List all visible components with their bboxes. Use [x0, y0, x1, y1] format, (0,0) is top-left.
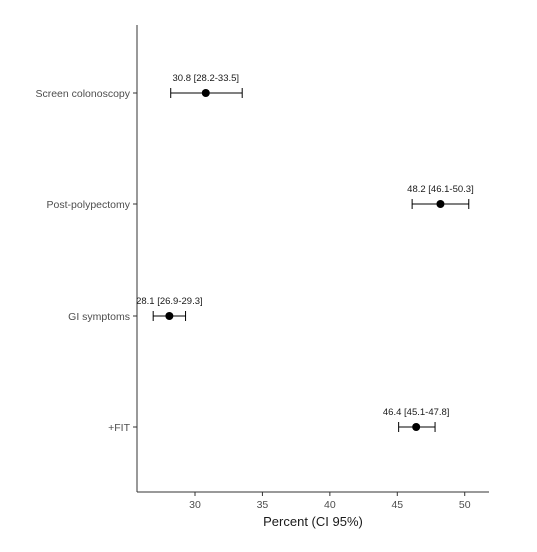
- point-estimate: [412, 423, 421, 431]
- x-tick-label: 50: [459, 499, 471, 511]
- x-tick-label: 35: [257, 499, 269, 511]
- data-label: 30.8 [28.2-33.5]: [173, 73, 240, 84]
- category-labels: Screen colonoscopy Post-polypectomy GI sym…: [35, 88, 137, 434]
- category-label: Screen colonoscopy: [35, 88, 130, 100]
- data-label: 48.2 [46.1-50.3]: [407, 184, 474, 195]
- data-label: 46.4 [45.1-47.8]: [383, 407, 450, 418]
- axes: [136, 25, 489, 493]
- category-label: GI symptoms: [68, 311, 130, 323]
- x-tick-label: 45: [391, 499, 403, 511]
- point-estimate: [201, 89, 210, 97]
- x-ticks: 30 35 40 45 50: [189, 492, 471, 511]
- category-label: Post-polypectomy: [47, 199, 131, 211]
- x-axis-title: Percent (CI 95%): [263, 514, 363, 529]
- x-tick-label: 30: [189, 499, 201, 511]
- x-tick-label: 40: [324, 499, 336, 511]
- point-estimate: [436, 200, 445, 208]
- data-label: 28.1 [26.9-29.3]: [136, 296, 203, 307]
- category-label: +FIT: [108, 422, 130, 434]
- data-marks: 30.8 [28.2-33.5] 48.2 [46.1-50.3] 28.1 [26…: [136, 73, 474, 432]
- point-estimate: [165, 312, 174, 320]
